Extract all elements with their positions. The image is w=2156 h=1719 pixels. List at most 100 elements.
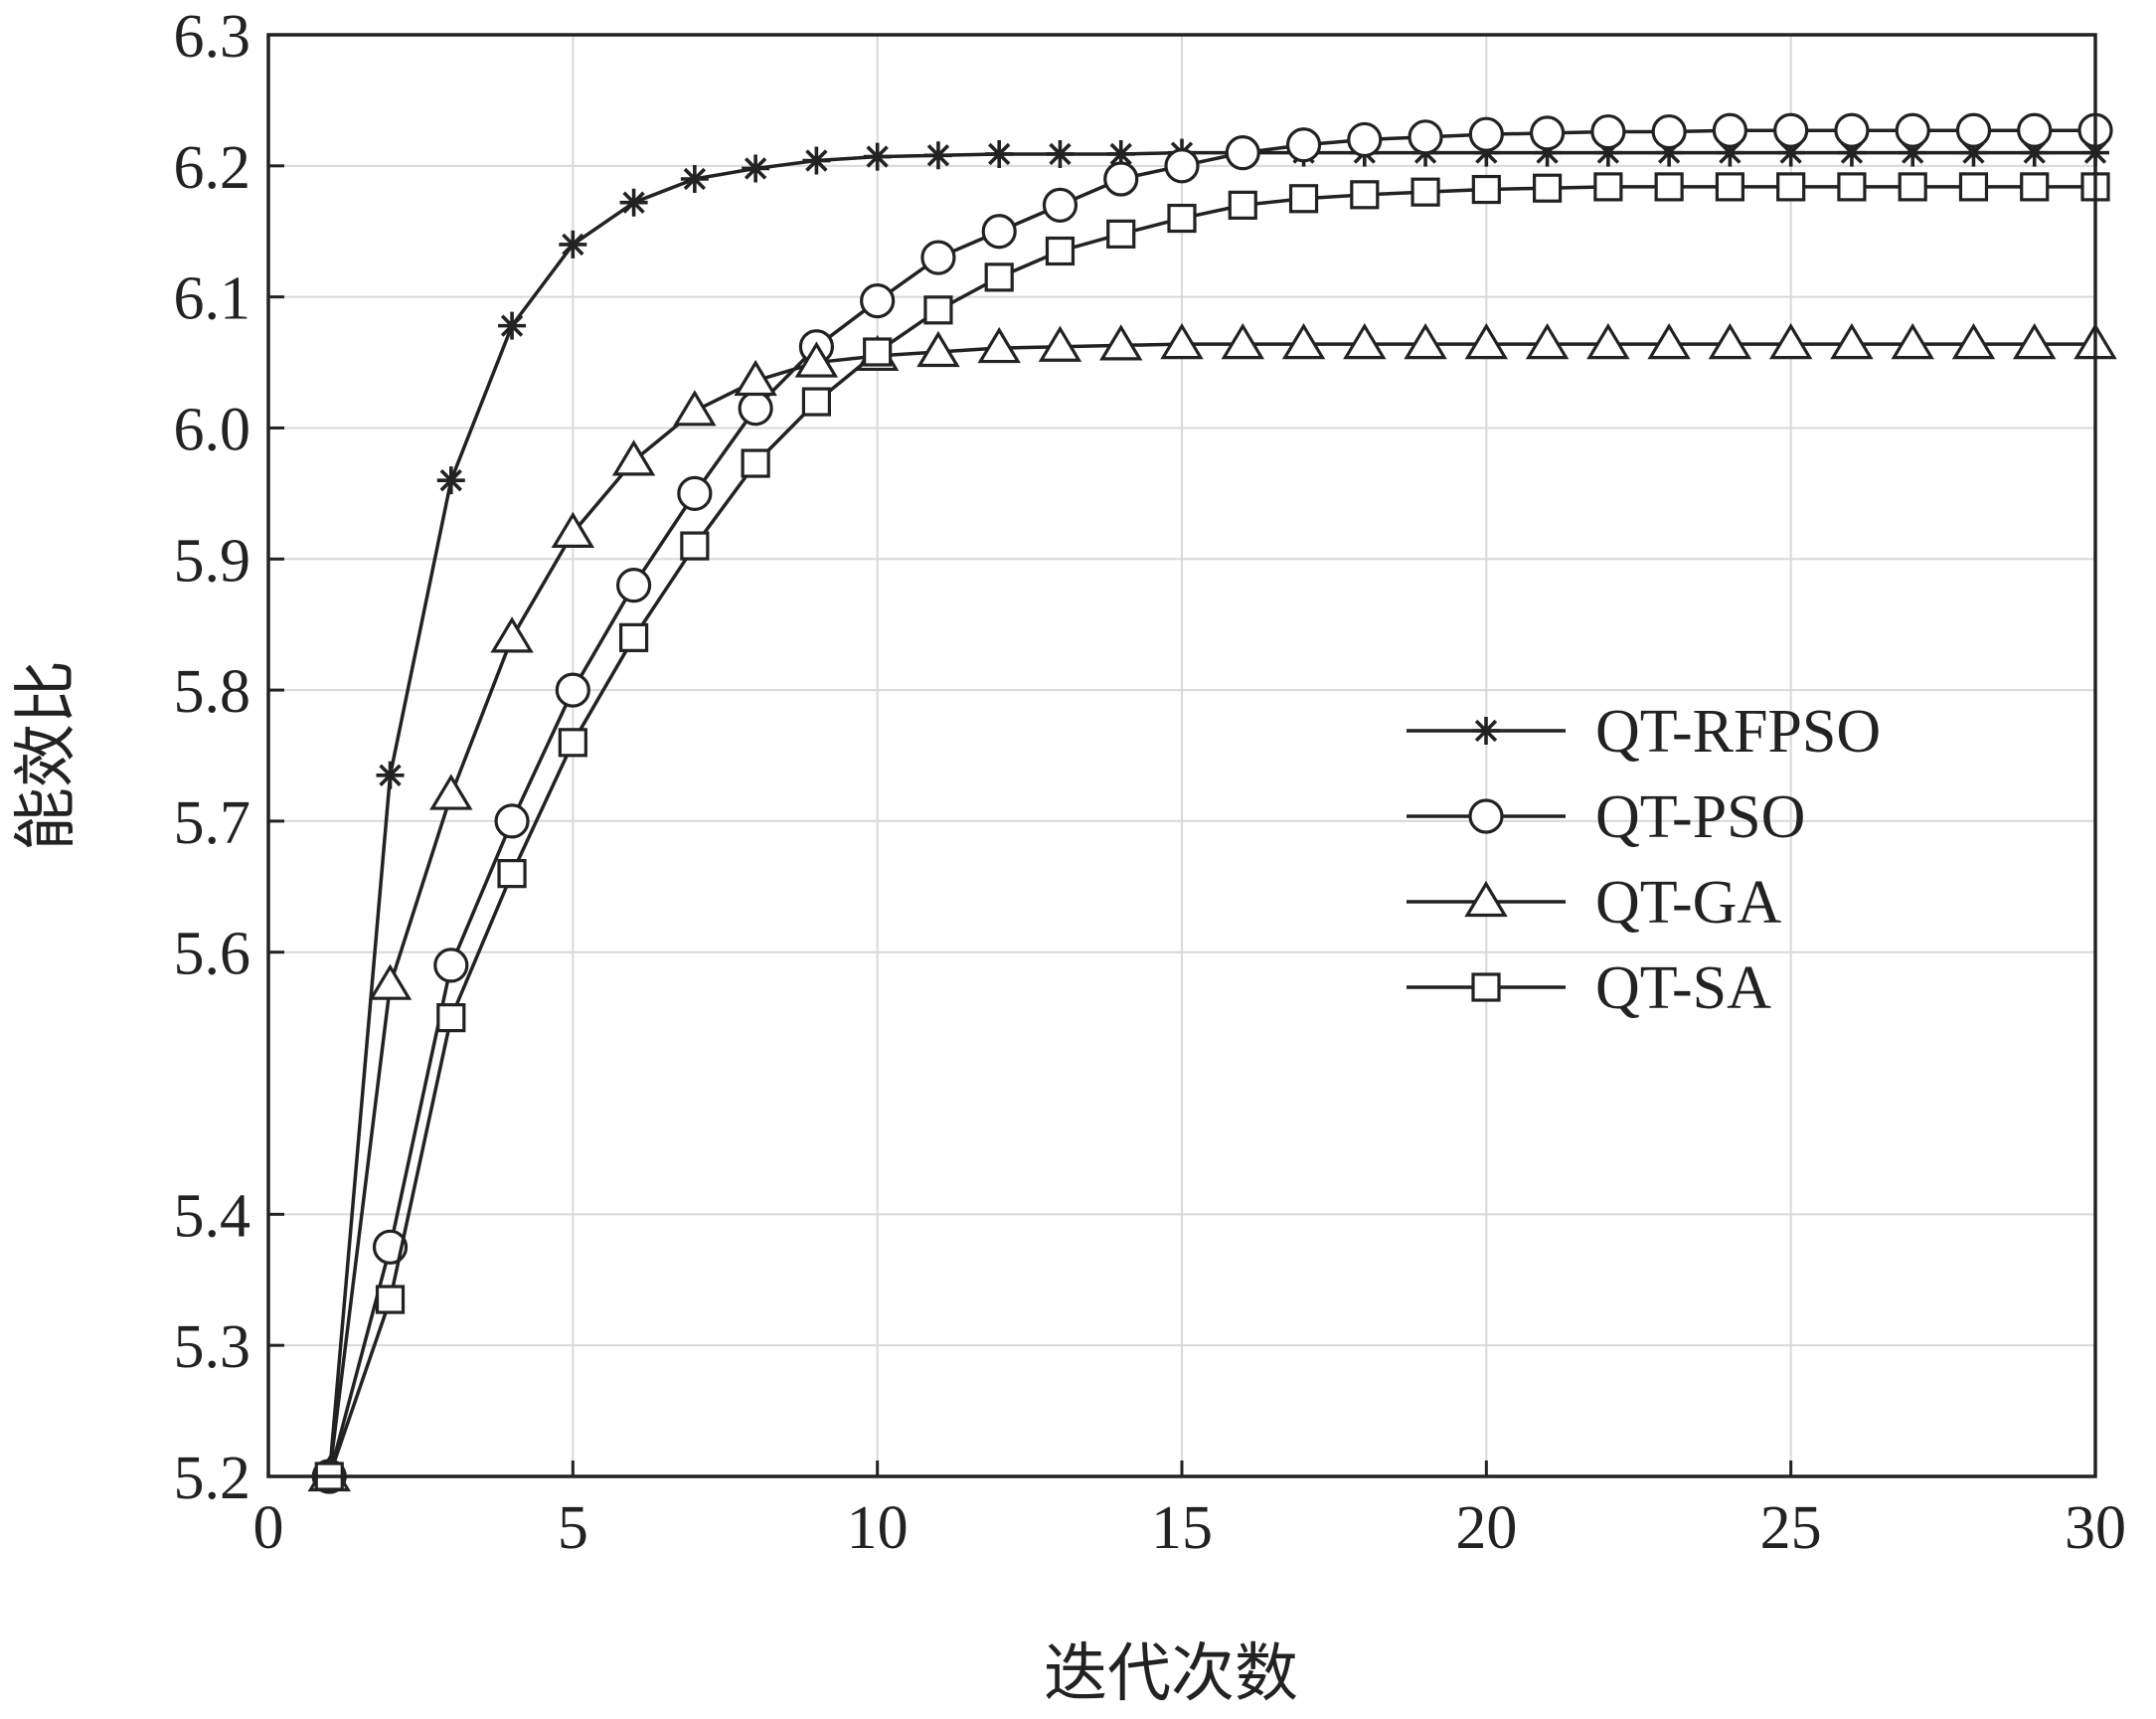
data-point: [1715, 172, 1745, 202]
y-tick-label: 6.1: [174, 265, 251, 333]
data-point: [1408, 119, 1443, 155]
data-point: [2020, 172, 2050, 202]
data-point: [1958, 172, 1989, 202]
data-point: [1288, 184, 1319, 214]
legend-label: QT-RFPSO: [1595, 698, 1881, 766]
data-point: [436, 1003, 466, 1033]
x-tick-label: 15: [1151, 1494, 1213, 1562]
data-point: [1045, 236, 1076, 266]
data-point: [1046, 139, 1075, 168]
series-line: [327, 150, 2095, 1477]
y-tick-label: 6.3: [174, 3, 251, 71]
data-point: [559, 230, 587, 258]
data-point: [1471, 174, 1501, 205]
legend-marker: [1464, 880, 1508, 918]
legend: QT-RFPSO QT-PSO QT-GA QT-SA: [1407, 698, 1881, 1022]
data-point: [1773, 112, 1809, 148]
data-point: [1830, 322, 1874, 360]
data-point: [1343, 322, 1387, 360]
data-point: [1106, 219, 1136, 249]
legend-label: QT-GA: [1595, 869, 1781, 937]
x-tick-label: 5: [558, 1494, 588, 1562]
data-point: [1837, 172, 1867, 202]
data-point: [433, 947, 469, 983]
x-axis-title: 迭代次数: [1044, 1637, 1298, 1711]
data-point: [977, 326, 1021, 364]
legend-item: QT-SA: [1407, 954, 1771, 1022]
data-point: [1472, 138, 1501, 167]
data-point: [1529, 115, 1566, 151]
data-point: [984, 262, 1014, 292]
data-point: [1042, 187, 1078, 223]
data-point: [1167, 203, 1197, 234]
data-point: [494, 803, 530, 839]
data-point: [1708, 322, 1752, 360]
data-point: [1654, 172, 1684, 202]
data-point: [498, 311, 527, 340]
data-point: [2013, 322, 2057, 360]
data-point: [1350, 180, 1380, 210]
data-point: [558, 728, 587, 758]
data-point: [863, 337, 893, 367]
series-qt-ga: [307, 322, 2117, 1492]
data-point: [1410, 177, 1440, 207]
data-point: [376, 761, 405, 789]
data-point: [1955, 112, 1992, 148]
data-point: [1164, 148, 1200, 184]
data-point: [615, 568, 652, 603]
data-point: [368, 963, 413, 1000]
data-point: [1106, 139, 1135, 168]
data-point: [741, 448, 770, 478]
data-point: [1716, 138, 1744, 167]
data-point: [497, 859, 527, 889]
data-point: [794, 341, 839, 378]
data-point: [923, 295, 953, 325]
data-point: [742, 154, 770, 183]
y-tick-label: 5.3: [174, 1313, 251, 1381]
data-point: [1038, 325, 1082, 362]
series-line: [327, 342, 2095, 1477]
data-point: [1891, 322, 1934, 360]
data-point: [1468, 116, 1504, 152]
data-point: [436, 466, 465, 495]
data-point: [1103, 161, 1139, 197]
data-point: [1837, 138, 1866, 167]
data-point: [1898, 172, 1927, 202]
x-tick-label: 0: [253, 1494, 284, 1562]
y-tick-label: 5.7: [174, 789, 251, 857]
data-point: [490, 616, 534, 653]
data-point: [619, 188, 648, 217]
y-tick-label: 5.8: [174, 658, 251, 726]
data-point: [1533, 138, 1562, 167]
series-qt-sa: [314, 172, 2110, 1491]
data-point: [2017, 112, 2053, 148]
data-point: [1225, 135, 1260, 171]
data-point: [2020, 138, 2049, 167]
data-point: [1404, 322, 1447, 360]
data-point: [1655, 138, 1684, 167]
data-point: [1160, 322, 1204, 360]
data-point: [1221, 322, 1264, 360]
data-point: [734, 359, 777, 397]
legend-item: QT-GA: [1407, 869, 1781, 937]
data-point: [429, 774, 473, 810]
data-point: [985, 139, 1014, 168]
data-point: [611, 439, 656, 476]
y-axis: 5.2 5.3 5.4 5.6 5.7 5.8 5.9 6.0 6.1 6.2 6.3: [174, 3, 284, 1512]
data-point: [1651, 113, 1687, 150]
x-tick-label: 20: [1455, 1494, 1517, 1562]
y-tick-label: 5.9: [174, 527, 251, 595]
data-point: [618, 622, 649, 652]
legend-label: QT-PSO: [1595, 783, 1805, 851]
data-point: [916, 330, 960, 368]
data-point: [555, 672, 590, 708]
data-point: [1593, 172, 1623, 202]
y-tick-label: 5.4: [174, 1182, 251, 1250]
y-axis-title: 能效比: [10, 660, 83, 851]
data-point: [801, 387, 832, 417]
data-point: [1228, 190, 1257, 220]
data-point: [1525, 322, 1570, 360]
data-point: [923, 141, 952, 170]
data-point: [1951, 322, 1996, 360]
